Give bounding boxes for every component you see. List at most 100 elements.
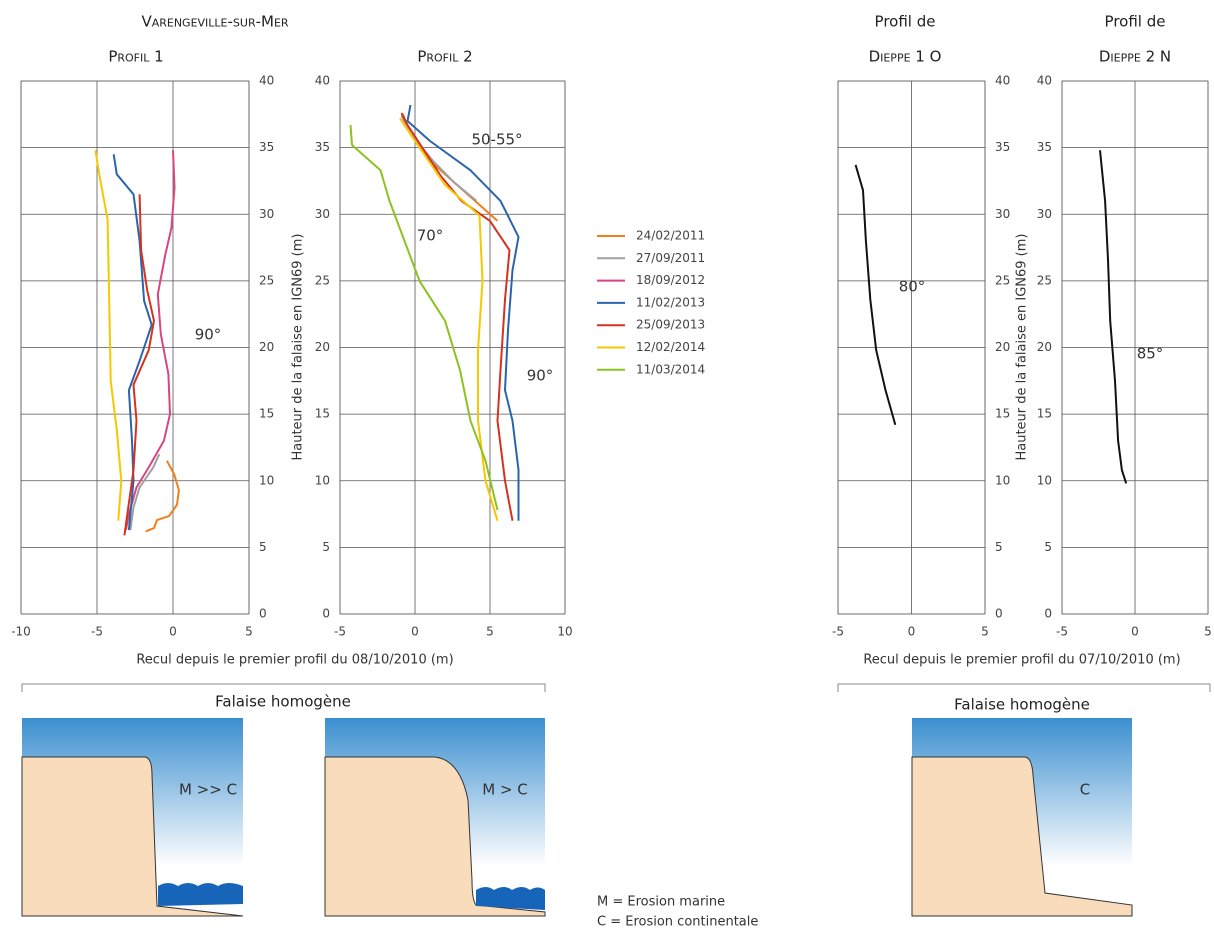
profile-line	[400, 112, 514, 521]
x-axis-label: Recul depuis le premier profil du 07/10/…	[863, 653, 1180, 668]
y-tick-label: 15	[259, 407, 274, 421]
legend-label: 24/02/2011	[636, 229, 705, 243]
x-tick-label: -5	[1056, 625, 1068, 639]
chart-subtitle: Dieppe 2 N	[1099, 48, 1171, 66]
x-tick-label: -10	[11, 625, 31, 639]
chart-subtitle: Dieppe 1 O	[869, 48, 942, 66]
y-tick-label: 20	[315, 340, 330, 354]
y-tick-label: 30	[259, 207, 274, 221]
profile-line	[400, 115, 478, 202]
y-tick-label: 0	[322, 607, 330, 621]
bracket	[837, 683, 1211, 692]
profile-line	[129, 453, 161, 531]
x-tick-label: 0	[908, 625, 916, 639]
y-tick-label: 5	[322, 540, 330, 554]
note: M = Erosion marine	[597, 895, 725, 910]
legend: 24/02/2011 27/09/2011 18/09/2012 11/02/2013…	[597, 229, 705, 376]
legend-label: 25/09/2013	[636, 318, 705, 332]
x-tick-label: -5	[832, 625, 844, 639]
y-axis-label: Hauteur de la falaise en IGN69 (m)	[1015, 233, 1030, 460]
y-tick-label: 40	[259, 74, 274, 88]
profile-line	[94, 150, 123, 521]
y-tick-label: 25	[259, 273, 274, 287]
annotation: 85°	[1137, 345, 1164, 363]
legend-label: 11/02/2013	[636, 295, 705, 309]
y-tick-label: 15	[995, 407, 1010, 421]
annotation: 70°	[417, 227, 444, 245]
y-tick-label: 10	[315, 473, 330, 487]
legend-label: 18/09/2012	[636, 273, 705, 287]
profile-line	[349, 124, 499, 511]
diagram: M > C	[324, 718, 546, 917]
y-tick-label: 30	[1037, 207, 1052, 221]
y-tick-label: 25	[1037, 273, 1052, 287]
diagram-label: C	[1080, 781, 1090, 799]
x-tick-label: 5	[486, 625, 494, 639]
y-tick-label: 20	[1037, 340, 1052, 354]
y-tick-label: 10	[259, 473, 274, 487]
x-tick-label: -5	[91, 625, 103, 639]
y-tick-label: 35	[259, 140, 274, 154]
y-tick-label: 0	[1044, 607, 1052, 621]
x-tick-label: -5	[334, 625, 346, 639]
bracket-label: Falaise homogène	[215, 693, 351, 711]
x-tick-label: 0	[169, 625, 177, 639]
profile-line	[406, 104, 520, 521]
y-tick-label: 0	[995, 607, 1003, 621]
profile-line	[399, 117, 499, 521]
note: C = Erosion continentale	[597, 915, 758, 930]
profile-line	[145, 460, 180, 533]
y-tick-label: 10	[995, 473, 1010, 487]
diagram-label: M >> C	[179, 781, 237, 799]
y-tick-label: 20	[259, 340, 274, 354]
diagram: C	[911, 718, 1133, 917]
x-tick-label: 5	[981, 625, 989, 639]
y-tick-label: 0	[259, 607, 267, 621]
y-tick-label: 5	[1044, 540, 1052, 554]
legend-label: 27/09/2011	[636, 251, 705, 265]
y-tick-label: 5	[995, 540, 1003, 554]
profile-line	[124, 150, 176, 531]
y-tick-label: 15	[1037, 407, 1052, 421]
chart: 0 5 10 15 20 25 30 35 40 -5 0 5 Profil de Dieppe 2 N H…	[1015, 13, 1212, 639]
y-tick-label: 35	[315, 140, 330, 154]
y-tick-label: 25	[315, 273, 330, 287]
cliff	[324, 756, 546, 917]
chart-title: Profil de	[875, 13, 936, 31]
y-tick-label: 25	[995, 273, 1010, 287]
chart: 0 5 10 15 20 25 30 35 40 -5 0 5 10 Profil 2 Hauteur de…	[291, 48, 573, 639]
annotation: 50-55°	[471, 131, 522, 149]
y-tick-label: 30	[995, 207, 1010, 221]
y-tick-label: 10	[1037, 473, 1052, 487]
diagram: M >> C	[21, 718, 244, 917]
annotation: 90°	[527, 367, 554, 385]
y-axis-label: Hauteur de la falaise en IGN69 (m)	[291, 233, 306, 460]
y-tick-label: 40	[995, 74, 1010, 88]
cliff	[911, 756, 1133, 917]
profile-line	[112, 154, 153, 531]
x-tick-label: 5	[1204, 625, 1212, 639]
x-tick-label: 0	[1131, 625, 1139, 639]
y-tick-label: 30	[315, 207, 330, 221]
chart-title: Profil de	[1105, 13, 1166, 31]
diagram-label: M > C	[482, 781, 528, 799]
group-title: Varengeville-sur-Mer	[141, 13, 288, 31]
bracket-label: Falaise homogène	[954, 696, 1090, 714]
x-tick-label: 10	[557, 625, 572, 639]
chart-title: Profil 2	[417, 48, 472, 66]
y-tick-label: 35	[995, 140, 1010, 154]
profile-line	[123, 194, 155, 536]
x-tick-label: 5	[245, 625, 253, 639]
sea	[158, 883, 243, 906]
y-tick-label: 5	[259, 540, 267, 554]
y-tick-label: 40	[1037, 74, 1052, 88]
sea	[476, 887, 545, 910]
y-tick-label: 15	[315, 407, 330, 421]
legend-label: 12/02/2014	[636, 340, 705, 354]
y-tick-label: 40	[315, 74, 330, 88]
cliff	[21, 756, 244, 917]
x-tick-label: 0	[411, 625, 419, 639]
